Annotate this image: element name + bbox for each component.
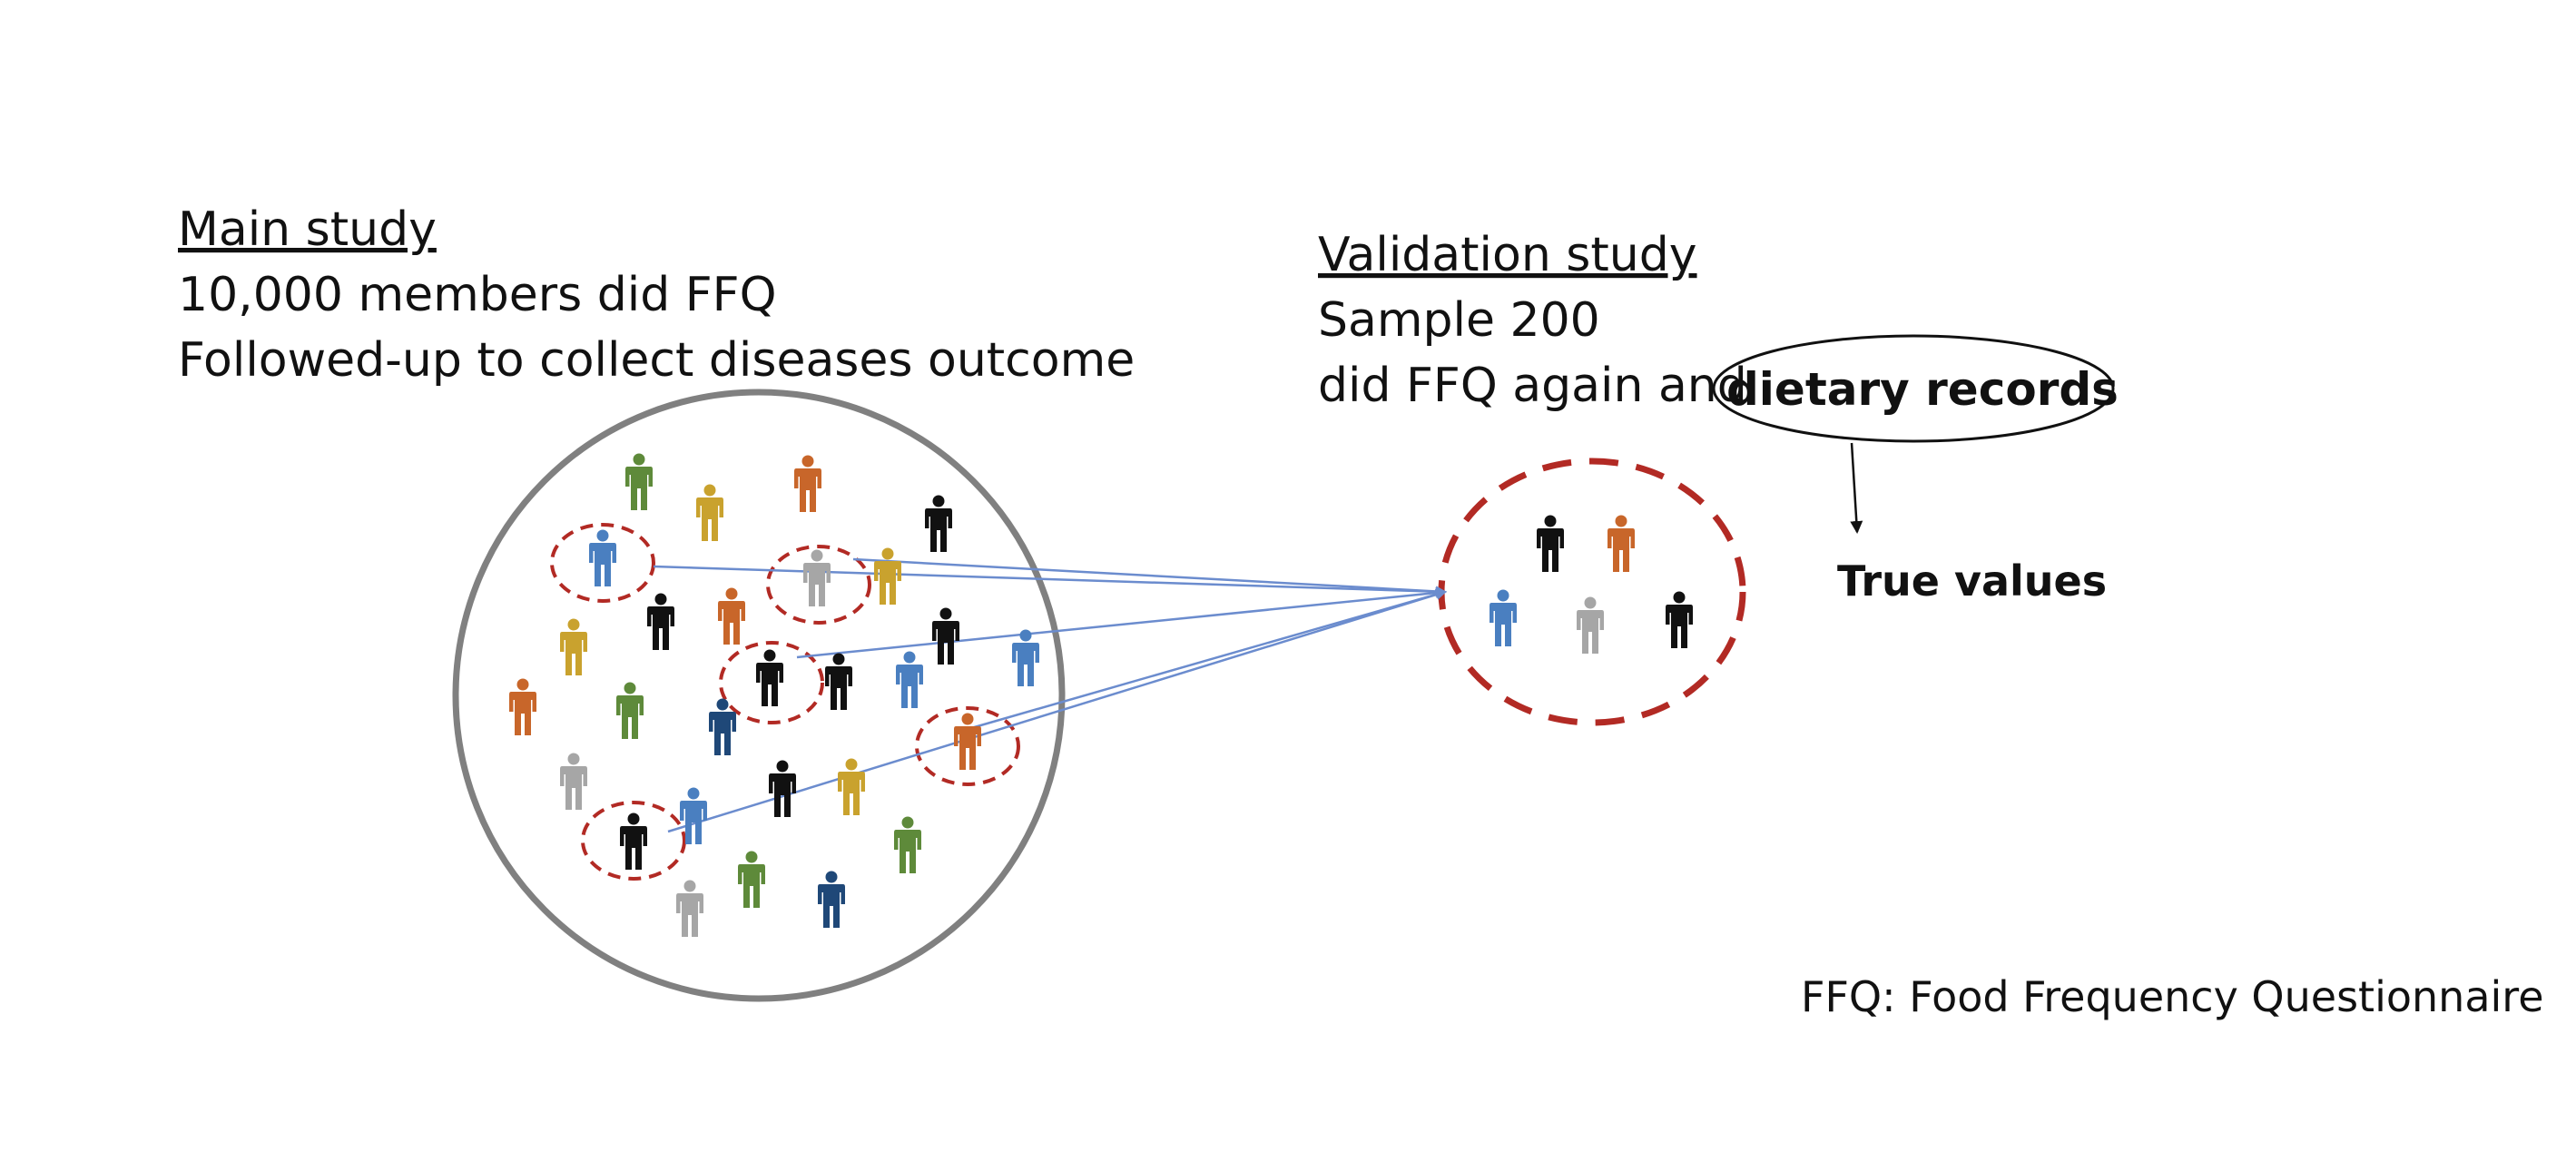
person-icon [894,816,921,873]
person-icon [896,651,923,708]
person-icon [680,787,707,844]
person-icon [560,618,587,675]
sampling-arrow [970,588,1447,730]
validation-study-line1: Sample 200 [1318,293,1600,348]
person-icon [616,682,644,739]
person-icon [647,593,674,650]
person-icon [718,587,745,645]
sample-circle [1438,458,1746,726]
person-icon [1608,515,1635,572]
validation-study-heading: Validation study [1318,228,1697,282]
person-icon [1666,591,1693,648]
main-study-line1: 10,000 members did FFQ [178,268,777,322]
validation-study-text: Validation study Sample 200 did FFQ agai… [1318,228,2119,443]
person-icon [838,758,865,815]
person-icon [954,713,981,770]
person-icon [589,529,616,586]
selected-marker [766,545,871,625]
person-icon [803,549,831,606]
population-people [509,453,1039,937]
person-icon [818,871,845,928]
sample-people [1490,515,1693,654]
person-icon [560,753,587,810]
dietary-records-oval [1712,334,2115,443]
population-circle [452,389,1066,1002]
person-icon [1537,515,1564,572]
person-icon [756,649,783,706]
person-icon [769,760,796,817]
person-icon [709,698,736,755]
person-icon [1490,589,1517,646]
person-icon [509,678,536,735]
dietary-records-label: dietary records [1726,363,2119,416]
person-icon [1577,596,1604,654]
sampling-arrow [667,589,1447,833]
true-values-label: True values [1837,556,2107,606]
person-icon [874,547,901,605]
footnote: FFQ: Food Frequency Questionnaire [1801,972,2544,1021]
person-icon [738,851,765,908]
selected-marker [550,523,655,603]
selected-marker [581,801,686,881]
selected-marker [915,706,1020,786]
selected-marker [719,641,824,724]
sampling-arrow [653,565,1447,597]
main-study-heading: Main study [178,202,437,257]
validation-study-line2-prefix: did FFQ again and [1318,359,1747,413]
dietary-to-true-values-arrow [1850,442,1863,534]
main-study-line2: Followed-up to collect diseases outcome [178,333,1135,388]
person-icon [925,495,952,552]
person-icon [932,607,959,665]
person-icon [696,484,723,541]
person-icon [620,812,647,870]
selected-markers [550,523,1020,881]
sampling-arrows [653,557,1447,833]
person-icon [625,453,653,510]
person-icon [1012,629,1039,686]
sampling-arrow [796,587,1447,659]
person-icon [825,653,852,710]
person-icon [794,455,821,512]
main-study-text: Main study 10,000 members did FFQ Follow… [178,202,1135,388]
sampling-arrow [852,557,1447,597]
person-icon [676,880,703,937]
